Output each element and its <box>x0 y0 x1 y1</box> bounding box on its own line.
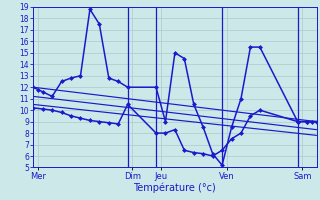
X-axis label: Température (°c): Température (°c) <box>133 182 216 193</box>
